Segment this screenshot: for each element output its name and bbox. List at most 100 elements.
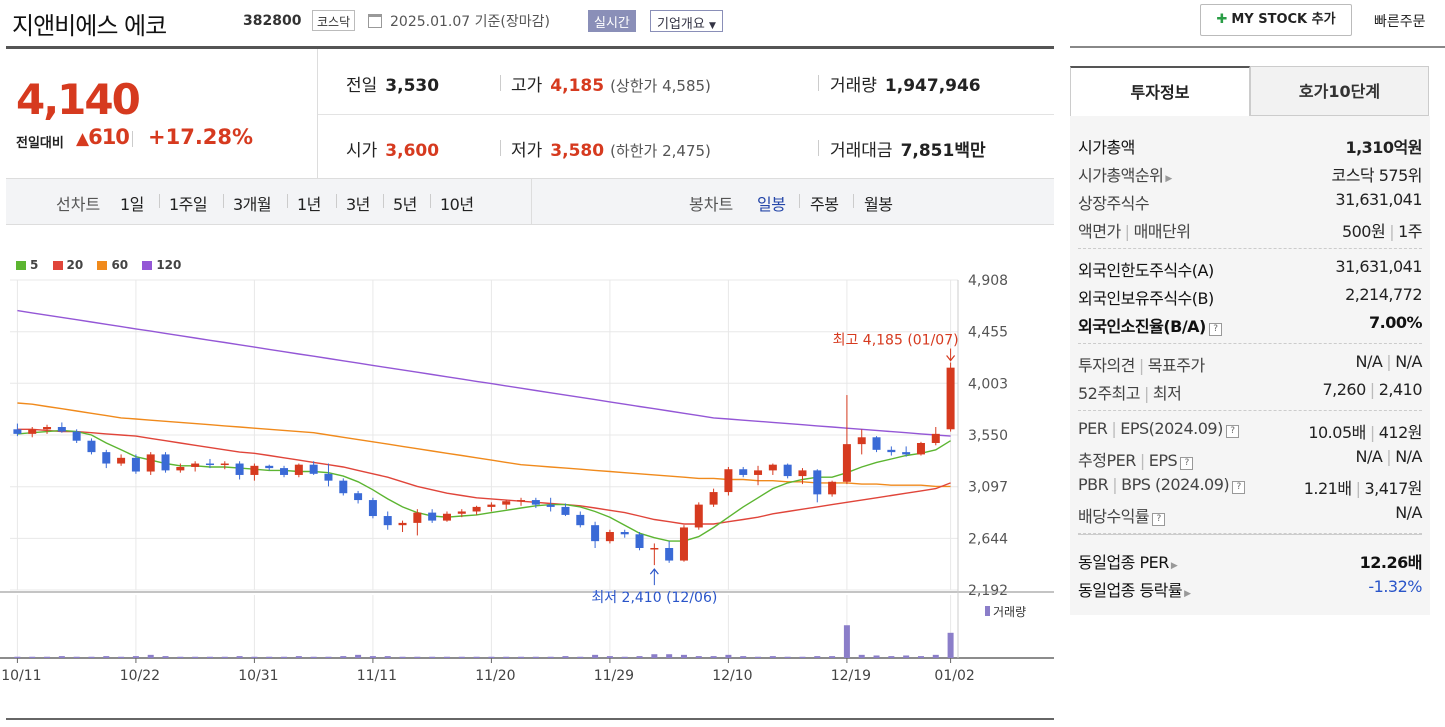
candle-body — [102, 452, 111, 464]
add-mystock-label: MY STOCK 추가 — [1231, 12, 1336, 27]
candle-body — [87, 440, 96, 453]
divider — [287, 194, 288, 208]
candle-body — [857, 437, 866, 445]
tab-order-book[interactable]: 호가10단계 — [1250, 66, 1429, 116]
volume-bar — [414, 656, 421, 658]
price-chart[interactable]: 4,908 4,455 4,003 3,550 3,097 2,644 2,192 10/11… — [0, 270, 1054, 690]
candle-body — [265, 465, 274, 469]
stat-open: 시가 3,600 — [346, 136, 439, 161]
period-1y[interactable]: 1년 — [297, 195, 321, 214]
help-icon[interactable]: ? — [1232, 481, 1246, 494]
info-label: 외국인보유주식수(B) — [1078, 289, 1214, 308]
tab-investment-info[interactable]: 투자정보 — [1070, 66, 1250, 116]
volume-bar — [132, 656, 139, 658]
info-row: 외국인한도주식수(A) 31,631,041 — [1078, 253, 1422, 281]
candle-body — [191, 463, 200, 467]
volume-bar — [399, 656, 406, 658]
quick-order-link[interactable]: 빠른주문 — [1374, 14, 1426, 30]
realtime-button[interactable]: 실시간 — [588, 10, 636, 32]
period-3m[interactable]: 3개월 — [233, 195, 272, 214]
info-row: 52주최고 | 최저 7,260 | 2,410 — [1078, 376, 1423, 404]
change-label: 전일대비 — [16, 136, 64, 151]
stat-label: 시가 — [346, 141, 378, 161]
volume-bar — [829, 656, 836, 658]
volume-bar — [281, 656, 288, 658]
candle-body — [161, 454, 170, 471]
volume-bar — [710, 656, 717, 658]
info-value: 500원 | 1주 — [1341, 222, 1423, 241]
volume-bar — [295, 656, 302, 658]
candle-weekly[interactable]: 주봉 — [810, 195, 839, 214]
legend-item-ma20: 20 — [52, 258, 83, 272]
candle-body — [220, 463, 229, 466]
info-label[interactable]: 시가총액순위 ▶ — [1078, 166, 1172, 185]
candle-body — [887, 449, 896, 453]
volume-bar — [947, 632, 954, 658]
candle-body — [339, 480, 348, 494]
help-icon[interactable]: ? — [1225, 425, 1239, 438]
upper-limit: (상한가 4,585) — [610, 77, 711, 95]
candle-body — [768, 464, 777, 471]
candle-body — [665, 547, 674, 561]
info-label: 외국인소진율(B/A)? — [1078, 313, 1222, 337]
candle-body — [872, 437, 881, 450]
period-10y[interactable]: 10년 — [440, 195, 474, 214]
candle-body — [576, 514, 585, 526]
add-mystock-button[interactable]: ✚ MY STOCK 추가 — [1200, 4, 1352, 36]
info-value: -1.32% — [1368, 577, 1422, 596]
market-cap-section: 시가총액 1,310억원 시가총액순위 ▶ 코스닥 575위 상장주식수 31,631,… — [1078, 126, 1422, 249]
info-label: 액면가 | 매매단위 — [1078, 222, 1191, 241]
legend-item-ma60: 60 — [97, 258, 128, 272]
price-box: 4,140 전일대비 ▲610 +17.28% — [6, 49, 318, 179]
info-label[interactable]: 동일업종 PER ▶ — [1078, 553, 1178, 572]
side-tabs: 투자정보 호가10단계 — [1070, 66, 1430, 116]
max-arrow-head — [946, 355, 956, 362]
volume-bar — [755, 656, 762, 658]
candle-body — [502, 501, 511, 505]
y-tick-label: 4,003 — [968, 376, 1008, 392]
stat-label: 저가 — [511, 141, 543, 161]
help-icon[interactable]: ? — [1152, 513, 1166, 526]
info-label: 외국인한도주식수(A) — [1078, 261, 1214, 280]
chevron-right-icon: ▶ — [1170, 561, 1178, 571]
info-value: N/A | N/A — [1355, 447, 1422, 466]
stock-name: 지앤비에스 에코 — [12, 12, 167, 40]
ma-line-20 — [17, 428, 951, 525]
info-value: 1.21배 | 3,417원 — [1303, 479, 1423, 498]
period-3y[interactable]: 3년 — [346, 195, 370, 214]
volume-bar — [355, 654, 362, 658]
stat-label: 전일 — [346, 76, 378, 96]
info-value: 10.05배 | 412원 — [1308, 423, 1422, 442]
volume-bar — [221, 656, 228, 658]
divider — [1070, 46, 1445, 48]
candle-daily[interactable]: 일봉 — [757, 195, 786, 214]
volume-legend-label: 거래량 — [993, 605, 1026, 619]
volume-bar — [473, 656, 480, 658]
candle-body — [398, 522, 407, 526]
info-row: 외국인소진율(B/A)? 7.00% — [1078, 309, 1423, 337]
candle-body — [650, 547, 659, 550]
volume-bar — [606, 656, 613, 658]
candle-monthly[interactable]: 월봉 — [864, 195, 893, 214]
period-5y[interactable]: 5년 — [393, 195, 417, 214]
info-label[interactable]: 동일업종 등락률 ▶ — [1078, 581, 1191, 600]
divider — [6, 46, 1054, 49]
opinion-section: 투자의견 | 목표주가 N/A | N/A 52주최고 | 최저 7,260 | 2,410 — [1078, 344, 1423, 411]
x-tick-label: 11/20 — [475, 668, 515, 684]
volume-bar — [932, 654, 939, 658]
period-1d[interactable]: 1일 — [120, 195, 144, 214]
stat-label: 거래량 — [830, 76, 877, 96]
stat-label: 고가 — [511, 76, 543, 96]
help-icon[interactable]: ? — [1180, 457, 1194, 470]
candle-body — [709, 492, 718, 505]
candle-body — [694, 504, 703, 528]
period-1w[interactable]: 1주일 — [169, 195, 208, 214]
company-info-button[interactable]: 기업개요 ▼ — [650, 10, 723, 32]
help-icon[interactable]: ? — [1208, 323, 1222, 336]
volume-bar — [340, 656, 347, 658]
info-label: PER | EPS(2024.09)? — [1078, 419, 1239, 438]
info-value: 31,631,041 — [1335, 190, 1422, 209]
volume-bar — [680, 654, 687, 658]
legend-swatch — [52, 261, 63, 270]
volume-bar — [858, 654, 865, 658]
